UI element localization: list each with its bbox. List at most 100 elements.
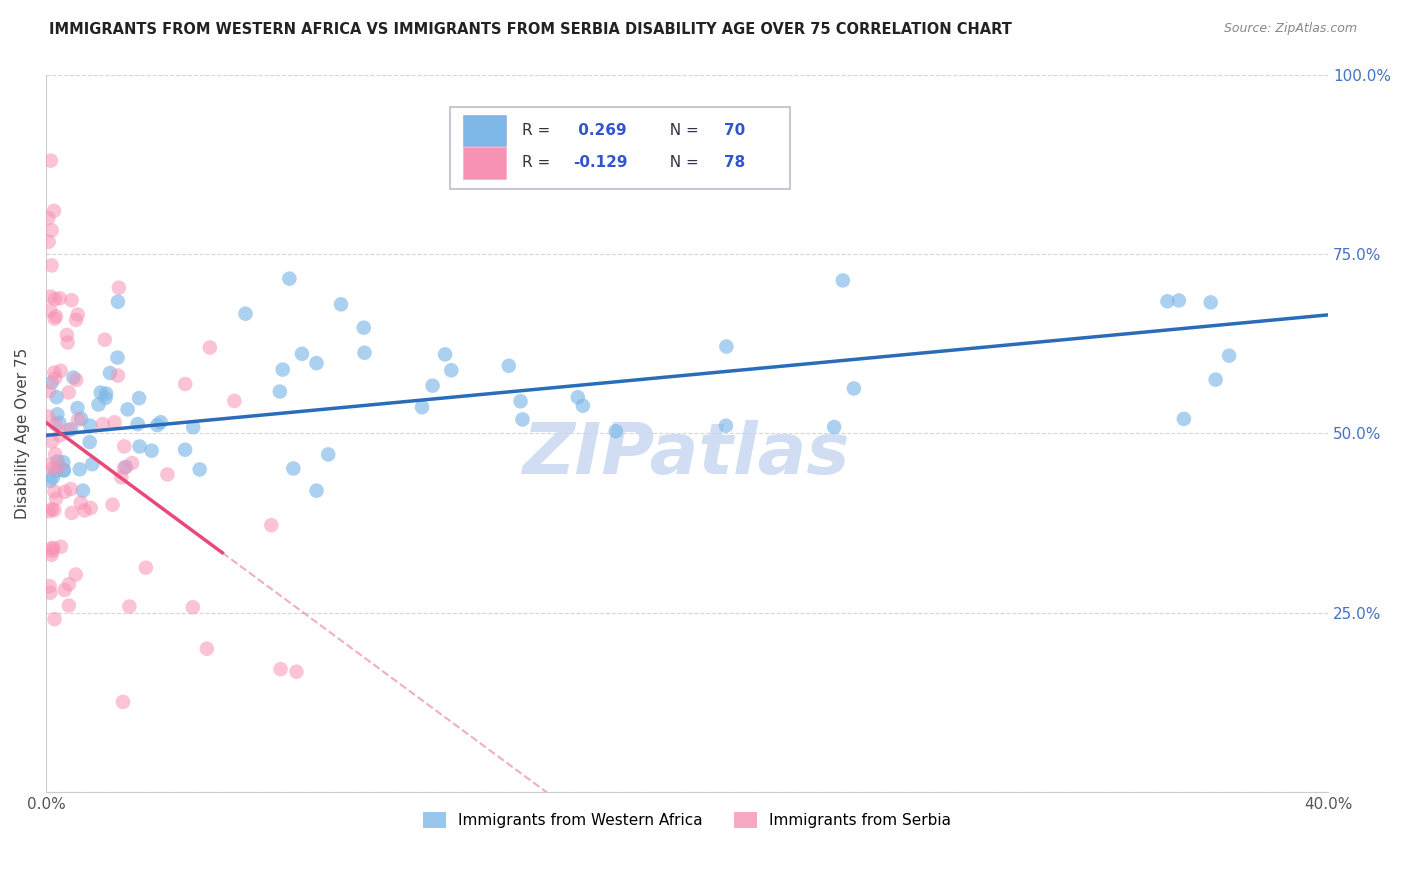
Point [291,347,314,361]
Point [41,544,63,558]
Point [69,496,91,510]
Text: 0.269: 0.269 [572,123,627,138]
FancyBboxPatch shape [450,107,790,189]
Point [567,390,589,404]
Point [79,435,101,450]
Point [112,439,135,453]
Point [44,503,66,517]
Point [44,417,66,432]
Point [305,483,328,498]
Point [38,235,60,249]
Point [823,420,845,434]
Point [49,428,72,442]
Point [1218,349,1240,363]
Point [714,418,737,433]
Text: N =: N = [661,155,704,170]
Point [107,294,129,309]
Text: 70: 70 [724,123,745,138]
Point [53,582,76,597]
Point [39,153,62,168]
Point [112,461,135,475]
Point [260,518,283,533]
Legend: Immigrants from Western Africa, Immigrants from Serbia: Immigrants from Western Africa, Immigran… [418,806,957,835]
Point [91,417,114,431]
Point [53,484,76,499]
Point [1167,293,1189,308]
Point [73,503,96,517]
Text: R =: R = [522,155,555,170]
Point [422,378,444,392]
Point [39,458,62,472]
Point [1173,412,1195,426]
Point [45,310,67,324]
Point [39,303,62,318]
Point [42,470,65,484]
Point [117,402,139,417]
Point [127,417,149,431]
Point [52,463,75,477]
FancyBboxPatch shape [463,115,506,146]
Point [37,409,59,424]
Point [80,500,103,515]
Point [66,401,89,415]
Point [1156,294,1178,309]
Point [58,423,80,437]
Point [41,502,63,516]
Point [62,370,84,384]
Point [98,366,121,380]
Point [45,464,67,478]
Point [110,470,132,484]
Point [128,440,150,454]
Point [65,373,87,387]
Point [149,415,172,429]
Point [67,412,90,426]
Point [411,401,433,415]
Point [831,273,853,287]
Point [181,600,204,615]
Point [60,422,83,436]
Point [44,447,66,461]
Point [94,333,117,347]
Point [37,211,59,225]
Text: IMMIGRANTS FROM WESTERN AFRICA VS IMMIGRANTS FROM SERBIA DISABILITY AGE OVER 75 : IMMIGRANTS FROM WESTERN AFRICA VS IMMIGR… [49,22,1012,37]
Point [44,612,66,626]
Point [316,447,339,461]
Y-axis label: Disability Age Over 75: Disability Age Over 75 [15,348,30,519]
Point [55,327,77,342]
Point [65,567,87,582]
Point [1199,295,1222,310]
Point [330,297,353,311]
Text: 78: 78 [724,155,745,170]
Point [146,418,169,433]
Point [94,386,117,401]
Point [572,399,595,413]
Point [235,307,257,321]
Point [101,498,124,512]
Point [512,412,534,426]
Point [270,662,292,676]
Point [285,665,308,679]
Point [60,506,83,520]
Point [107,368,129,383]
Point [66,308,89,322]
Point [45,491,67,506]
Text: R =: R = [522,123,555,138]
Point [135,560,157,574]
Point [72,483,94,498]
Point [111,695,134,709]
Point [305,356,328,370]
Point [198,341,221,355]
Point [156,467,179,482]
Point [41,259,63,273]
Point [440,363,463,377]
Point [38,504,60,518]
Point [174,377,197,392]
Point [434,347,457,361]
Point [44,371,66,385]
Point [58,385,80,400]
Point [283,461,305,475]
Point [195,641,218,656]
Point [45,390,67,404]
Point [42,541,65,555]
Point [52,463,75,477]
